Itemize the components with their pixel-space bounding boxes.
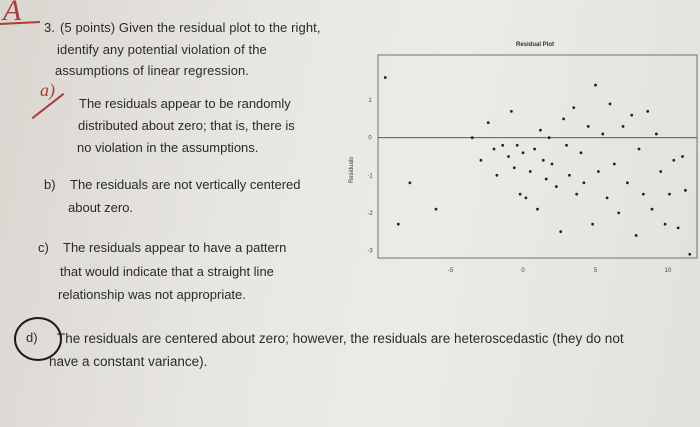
- data-point: [659, 170, 663, 173]
- data-point: [646, 109, 650, 113]
- data-point: [408, 181, 412, 185]
- data-point: [575, 192, 579, 196]
- data-point: [562, 117, 565, 121]
- question-number: 3.: [44, 20, 56, 35]
- option-b-line-2: about zero.: [68, 200, 134, 215]
- data-point: [544, 177, 548, 181]
- data-point: [626, 181, 629, 185]
- data-point: [582, 181, 586, 185]
- data-point: [672, 158, 676, 162]
- data-point: [518, 192, 522, 196]
- data-point: [681, 155, 684, 158]
- data-point: [510, 109, 513, 113]
- y-tick-label: 0: [368, 136, 372, 142]
- data-point: [591, 222, 594, 226]
- data-point: [676, 226, 680, 230]
- option-c-label: c): [38, 240, 49, 255]
- data-point: [470, 136, 474, 140]
- data-point: [559, 230, 563, 234]
- question-line-2: identify any potential violation of the: [57, 42, 267, 57]
- data-point: [634, 234, 638, 237]
- option-c-line-2: that would indicate that a straight line: [60, 264, 274, 279]
- data-point: [572, 106, 576, 110]
- y-tick-label: -1: [367, 173, 373, 179]
- data-point: [479, 158, 483, 162]
- option-d-line-1: The residuals are centered about zero; h…: [57, 331, 624, 346]
- option-b-label: b): [44, 177, 56, 192]
- data-point: [565, 143, 568, 147]
- option-d-line-2: have a constant variance).: [49, 354, 208, 369]
- option-d-label: d): [26, 330, 38, 345]
- data-point: [597, 170, 600, 173]
- question-line-1: (5 points) Given the residual plot to th…: [60, 20, 321, 35]
- data-point: [663, 222, 667, 226]
- data-point: [521, 151, 525, 155]
- data-point: [492, 147, 496, 151]
- data-point: [579, 151, 583, 155]
- data-point: [434, 207, 438, 211]
- data-point: [568, 173, 571, 177]
- data-point: [688, 252, 692, 256]
- data-point: [383, 76, 387, 79]
- data-point: [630, 113, 634, 117]
- data-point: [486, 121, 490, 125]
- data-point: [547, 136, 551, 140]
- data-point: [515, 143, 519, 147]
- option-c-line-1: The residuals appear to have a pattern: [63, 240, 287, 255]
- data-point: [507, 155, 510, 158]
- option-c-line-3: relationship was not appropriate.: [58, 287, 246, 302]
- x-tick-label: 10: [665, 268, 672, 274]
- plot-frame-border: [377, 54, 698, 259]
- data-point: [637, 147, 641, 151]
- option-a-line-3: no violation in the assumptions.: [77, 140, 259, 155]
- data-point: [512, 166, 516, 170]
- question-line-3: assumptions of linear regression.: [55, 63, 250, 78]
- option-b-line-1: The residuals are not vertically centere…: [70, 177, 301, 192]
- data-point: [684, 188, 687, 192]
- data-point: [541, 158, 545, 162]
- option-a-line-2: distributed about zero; that is, there i…: [78, 118, 295, 133]
- x-tick-label: 0: [521, 268, 525, 274]
- data-point: [641, 192, 645, 196]
- data-point: [528, 170, 532, 173]
- score-mark: A: [3, 0, 22, 27]
- data-point: [668, 192, 671, 196]
- data-point: [621, 125, 625, 128]
- data-point: [533, 147, 536, 151]
- y-axis-label: Residuals: [349, 157, 355, 183]
- checkmark-a: a): [40, 80, 55, 100]
- data-point: [601, 132, 605, 136]
- data-point: [605, 196, 609, 200]
- answer-circle: [14, 317, 62, 361]
- data-point: [536, 207, 539, 211]
- y-tick-label: -3: [367, 248, 373, 254]
- data-point: [524, 196, 528, 200]
- data-point: [495, 173, 499, 177]
- data-point: [586, 125, 590, 128]
- data-point: [539, 128, 542, 132]
- y-tick-label: 1: [368, 98, 372, 104]
- data-point: [594, 83, 597, 87]
- data-point: [650, 207, 654, 211]
- option-a-line-1: The residuals appear to be randomly: [79, 96, 291, 111]
- data-point: [608, 102, 612, 106]
- data-point: [550, 162, 554, 166]
- x-tick-label: 5: [594, 268, 598, 274]
- data-point: [396, 222, 400, 226]
- data-point: [612, 162, 616, 166]
- data-point: [617, 211, 621, 215]
- data-point: [554, 185, 558, 188]
- y-tick-label: -2: [367, 211, 373, 217]
- data-point: [501, 143, 505, 147]
- data-point: [655, 132, 658, 136]
- x-tick-label: -5: [448, 268, 454, 274]
- chart-title: Residual Plot: [516, 42, 554, 48]
